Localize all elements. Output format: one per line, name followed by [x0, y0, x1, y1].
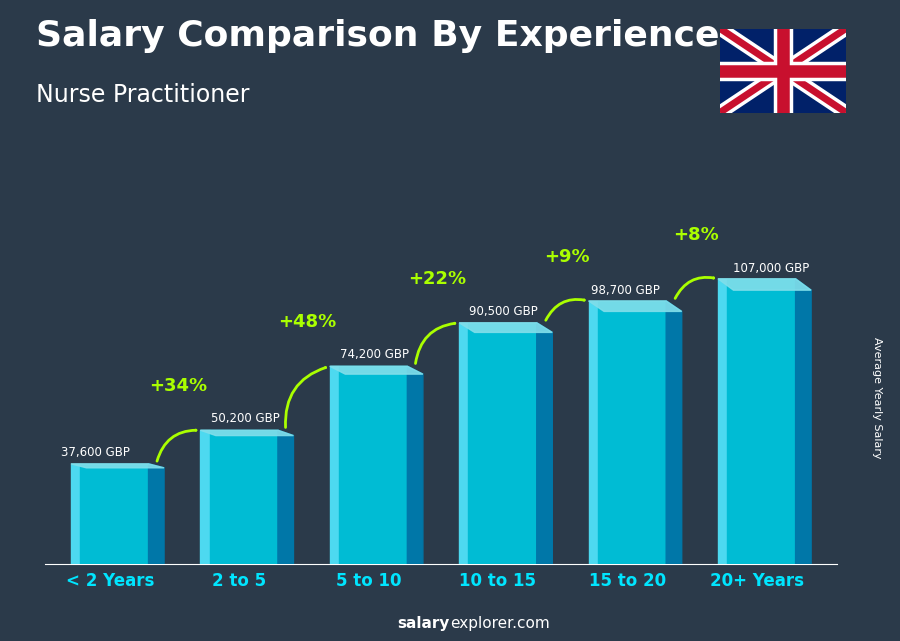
Bar	[329, 366, 339, 564]
Bar	[718, 279, 727, 564]
Polygon shape	[536, 323, 553, 564]
Polygon shape	[278, 430, 293, 564]
Text: +48%: +48%	[279, 313, 337, 331]
Text: 37,600 GBP: 37,600 GBP	[60, 446, 130, 459]
Bar	[468, 323, 536, 564]
Bar	[727, 279, 796, 564]
Bar	[589, 301, 598, 564]
Text: 90,500 GBP: 90,500 GBP	[470, 304, 538, 318]
Text: salary: salary	[398, 617, 450, 631]
Bar	[210, 430, 278, 564]
Text: 74,200 GBP: 74,200 GBP	[340, 348, 410, 362]
Polygon shape	[589, 301, 681, 312]
Bar	[201, 430, 210, 564]
FancyArrowPatch shape	[285, 367, 326, 428]
FancyArrowPatch shape	[545, 299, 584, 320]
Text: +8%: +8%	[673, 226, 719, 244]
Text: +34%: +34%	[149, 377, 207, 395]
Polygon shape	[408, 366, 423, 564]
Text: explorer.com: explorer.com	[450, 617, 550, 631]
FancyArrowPatch shape	[416, 323, 454, 363]
Text: Salary Comparison By Experience: Salary Comparison By Experience	[36, 19, 719, 53]
Polygon shape	[71, 464, 164, 468]
Polygon shape	[666, 301, 681, 564]
Bar	[339, 366, 408, 564]
Polygon shape	[201, 430, 293, 436]
Text: 98,700 GBP: 98,700 GBP	[591, 284, 660, 297]
Text: +22%: +22%	[408, 270, 466, 288]
Polygon shape	[459, 323, 553, 333]
Bar	[71, 464, 80, 564]
Polygon shape	[329, 366, 423, 374]
FancyArrowPatch shape	[157, 430, 196, 461]
FancyArrowPatch shape	[675, 278, 714, 299]
Text: 50,200 GBP: 50,200 GBP	[211, 412, 279, 425]
Text: Nurse Practitioner: Nurse Practitioner	[36, 83, 249, 107]
Text: Average Yearly Salary: Average Yearly Salary	[872, 337, 883, 458]
Bar	[459, 323, 468, 564]
Bar	[598, 301, 666, 564]
Bar	[80, 464, 148, 564]
Polygon shape	[148, 464, 164, 564]
Text: +9%: +9%	[544, 248, 590, 266]
Polygon shape	[718, 279, 811, 290]
Text: 107,000 GBP: 107,000 GBP	[734, 262, 810, 275]
Polygon shape	[796, 279, 811, 564]
